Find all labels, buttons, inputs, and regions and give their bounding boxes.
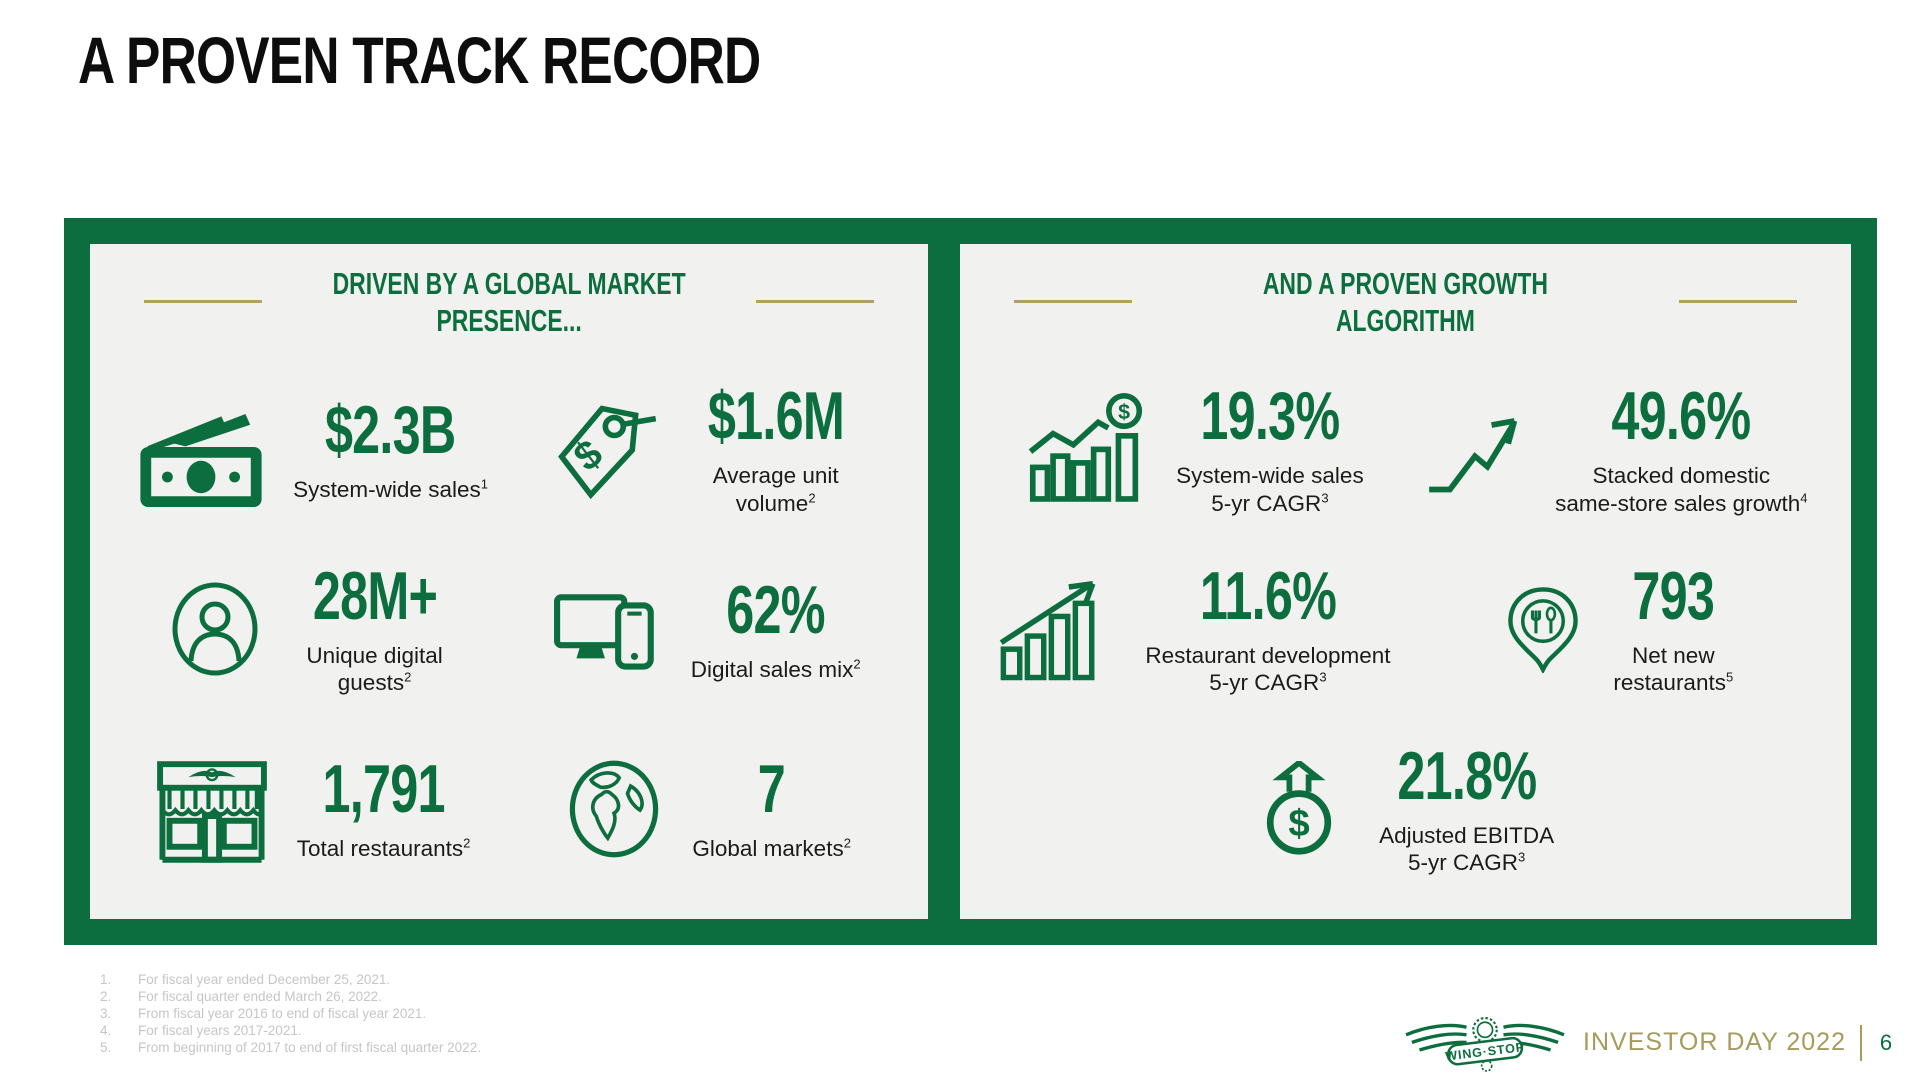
stat-unique-digital-guests: 28M+ Unique digital guests2 — [114, 540, 509, 720]
stat-value: $2.3B — [325, 392, 456, 469]
stat-label: Restaurant development 5-yr CAGR3 — [1145, 643, 1391, 696]
stat-label: System-wide sales1 — [293, 476, 488, 503]
cash-icon — [135, 390, 267, 510]
footer: WING·STOP INVESTOR DAY 2022 6 — [1401, 1013, 1896, 1072]
slide-title: A PROVEN TRACK RECORD — [78, 23, 761, 97]
stat-value: 62% — [726, 571, 825, 648]
dollar-up-icon: $ — [1251, 761, 1347, 857]
devices-icon — [553, 579, 665, 681]
stats-frame: DRIVEN BY A GLOBAL MARKET PRESENCE... — [64, 218, 1877, 945]
gold-rule-right — [1679, 300, 1797, 303]
page-number: 6 — [1879, 1029, 1893, 1055]
stat-value: 21.8% — [1397, 737, 1537, 814]
stat-label: Global markets2 — [692, 835, 851, 862]
storefront-icon — [153, 750, 271, 868]
svg-text:$: $ — [1288, 802, 1309, 845]
gold-rule-right — [756, 300, 875, 303]
growth-algorithm-panel: AND A PROVEN GROWTH ALGORITHM — [960, 244, 1851, 919]
footnote: 2. For fiscal quarter ended March 26, 202… — [100, 988, 382, 1004]
panel-heading-left: DRIVEN BY A GLOBAL MARKET PRESENCE... — [114, 258, 904, 354]
heading-line-2: PRESENCE... — [436, 302, 582, 338]
gold-rule-left — [1014, 300, 1133, 303]
stat-label: Average unit volume2 — [712, 463, 839, 516]
stat-value: 1,791 — [322, 751, 445, 828]
stat-average-unit-volume: $ $1.6M Average unit volume2 — [509, 360, 904, 540]
stat-label: Digital sales mix2 — [690, 656, 861, 682]
stat-adjusted-ebitda-cagr: $ 21.8% Adjusted EBITDA 5-yr CAGR3 — [984, 719, 1827, 899]
stat-label: Stacked domestic same-store sales growth… — [1555, 463, 1808, 516]
stats-grid-left: $2.3B System-wide sales1 $ — [114, 360, 904, 899]
stat-label: Unique digital guests2 — [306, 643, 443, 696]
footnote: 4. For fiscal years 2017-2021. — [100, 1022, 302, 1038]
stat-value: 7 — [758, 751, 786, 828]
stat-total-restaurants: 1,791 Total restaurants2 — [114, 719, 509, 899]
gold-rule-left — [144, 300, 262, 303]
heading-line-2: ALGORITHM — [1336, 302, 1476, 338]
footer-event-label: INVESTOR DAY 2022 — [1583, 1028, 1846, 1057]
footnote: 5. From beginning of 2017 to end of first… — [100, 1039, 481, 1055]
stat-label: Net new restaurants5 — [1613, 643, 1734, 696]
footnote: 3. From fiscal year 2016 to end of fiscal… — [100, 1005, 427, 1021]
heading-line-1: DRIVEN BY A GLOBAL MARKET — [332, 266, 686, 301]
stat-value: 19.3% — [1200, 378, 1340, 455]
globe-icon — [562, 757, 666, 861]
map-pin-food-icon — [1499, 585, 1587, 674]
stat-restaurant-development-cagr: 11.6% Restaurant development 5-yr CAGR3 — [984, 540, 1405, 720]
footnotes: 1. For fiscal year ended December 25, 202… — [100, 972, 481, 1056]
stat-system-wide-sales-cagr: $ 19.3% System-wide sales 5-yr CAGR3 — [984, 360, 1405, 540]
growth-arrow-icon — [1425, 398, 1529, 502]
stat-global-markets: 7 Global markets2 — [509, 719, 904, 899]
stat-value: 49.6% — [1611, 378, 1752, 455]
stat-label: Adjusted EBITDA 5-yr CAGR3 — [1379, 822, 1555, 876]
stat-value: 11.6% — [1199, 558, 1337, 635]
stat-net-new-restaurants: 793 Net new restaurants5 — [1406, 540, 1827, 720]
stat-digital-sales-mix: 62% Digital sales mix2 — [509, 540, 904, 720]
global-market-panel: DRIVEN BY A GLOBAL MARKET PRESENCE... — [90, 244, 929, 919]
bar-chart-dollar-icon: $ — [1026, 393, 1150, 506]
stat-value: 28M+ — [312, 558, 437, 635]
stat-system-wide-sales: $2.3B System-wide sales1 — [114, 360, 509, 540]
stat-stacked-sss-growth: 49.6% Stacked domestic same-store sales … — [1406, 360, 1827, 540]
stat-value: $1.6M — [707, 378, 845, 455]
wingstop-logo: WING·STOP — [1401, 1013, 1569, 1072]
footnote: 1. For fiscal year ended December 25, 202… — [100, 972, 391, 987]
stat-label: System-wide sales 5-yr CAGR3 — [1176, 463, 1364, 516]
heading-line-1: AND A PROVEN GROWTH — [1263, 266, 1549, 301]
panel-heading-text: DRIVEN BY A GLOBAL MARKET PRESENCE... — [217, 266, 802, 339]
stat-label: Total restaurants2 — [296, 835, 471, 862]
price-tag-icon: $ — [546, 394, 658, 506]
stats-grid-right: $ 19.3% System-wide sales 5-yr CAGR3 — [984, 360, 1827, 899]
svg-text:$: $ — [1118, 400, 1130, 424]
panel-heading-text: AND A PROVEN GROWTH ALGORITHM — [1094, 266, 1718, 339]
panel-heading-right: AND A PROVEN GROWTH ALGORITHM — [984, 258, 1827, 354]
bars-growth-icon — [999, 575, 1119, 684]
footer-divider — [1860, 1024, 1862, 1061]
person-icon — [165, 579, 265, 679]
stat-value: 793 — [1632, 558, 1715, 635]
